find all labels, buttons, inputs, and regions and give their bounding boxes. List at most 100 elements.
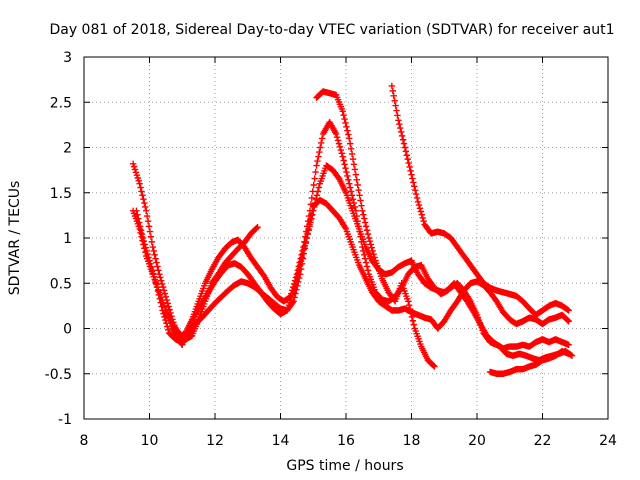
data-point (140, 238, 148, 245)
data-point (347, 145, 355, 152)
data-point (301, 238, 308, 246)
data-point (409, 317, 417, 324)
data-point (397, 124, 404, 132)
data-point (356, 228, 363, 235)
data-point (363, 263, 371, 270)
y-tick-label: -0.5 (45, 367, 72, 383)
data-point (394, 112, 401, 119)
data-point (364, 267, 372, 274)
data-point (303, 234, 310, 242)
data-point (301, 245, 309, 252)
data-point (147, 260, 154, 268)
data-point (346, 180, 353, 187)
data-point (339, 153, 346, 160)
data-point (335, 174, 342, 182)
data-point (353, 176, 360, 184)
data-point (135, 177, 142, 185)
data-point (361, 215, 368, 222)
data-point (148, 263, 155, 271)
data-point (362, 223, 370, 230)
data-point (290, 298, 297, 305)
data-point (299, 255, 307, 262)
data-point (359, 243, 366, 251)
data-point (140, 196, 147, 203)
data-point (139, 192, 146, 199)
y-tick-label: 2.5 (50, 95, 72, 111)
data-point (138, 230, 146, 238)
data-point (293, 286, 300, 293)
data-point (149, 243, 156, 251)
data-point (419, 214, 426, 222)
data-point (399, 136, 407, 143)
data-point (318, 135, 326, 142)
data-point (160, 287, 168, 294)
data-point (310, 181, 317, 189)
data-point (356, 192, 363, 199)
data-point (345, 131, 352, 138)
x-tick-label: 24 (599, 433, 617, 449)
data-point (364, 230, 372, 238)
data-point (254, 223, 261, 231)
data-point (365, 234, 373, 242)
data-point (142, 203, 149, 211)
data-point (156, 295, 163, 302)
data-point (300, 250, 308, 257)
data-point (164, 323, 171, 330)
data-point (143, 207, 150, 215)
data-point (403, 152, 411, 159)
data-point (406, 163, 413, 171)
data-point (366, 238, 374, 245)
data-point (165, 326, 172, 333)
data-point (290, 280, 298, 288)
data-point (565, 341, 572, 348)
data-point (345, 176, 352, 184)
data-point (155, 267, 162, 274)
y-tick-label: 1 (63, 231, 72, 247)
y-tick-label: 0 (63, 322, 72, 338)
data-point (291, 277, 299, 284)
data-point (146, 228, 154, 235)
data-point (156, 271, 163, 278)
data-point (401, 144, 409, 151)
data-point (291, 294, 298, 301)
data-point (333, 133, 341, 141)
data-point (430, 362, 437, 369)
data-point (153, 283, 161, 291)
data-point (150, 273, 158, 280)
data-point (339, 108, 346, 115)
data-point (342, 119, 349, 127)
data-point (289, 299, 296, 306)
data-point (306, 221, 313, 228)
data-point (348, 150, 356, 158)
data-point (292, 290, 299, 297)
y-axis-tick-labels: -1 -0.5 0 0.5 1 1.5 2 2.5 3 (45, 50, 72, 428)
data-point (147, 233, 155, 240)
data-point (338, 150, 345, 157)
series-arc-7 (486, 347, 572, 377)
data-point (295, 278, 302, 286)
data-point (565, 307, 572, 314)
data-point (142, 244, 149, 251)
data-point (158, 280, 166, 288)
data-point (143, 212, 151, 220)
data-point (289, 283, 297, 291)
x-tick-label: 8 (80, 433, 89, 449)
data-point (352, 207, 360, 215)
data-point (392, 102, 399, 109)
data-point (390, 92, 397, 99)
data-point (415, 201, 423, 209)
data-point (414, 198, 422, 205)
data-point (133, 171, 141, 179)
data-point (350, 161, 358, 168)
data-point (154, 287, 162, 295)
data-point (358, 238, 365, 246)
data-point (158, 303, 165, 310)
data-point (296, 271, 304, 278)
data-point (159, 283, 167, 291)
data-point (340, 157, 347, 164)
series-arc-5 (313, 88, 438, 370)
data-point (400, 140, 408, 147)
data-point (360, 211, 367, 218)
data-point (568, 352, 576, 359)
y-tick-label: 1.5 (50, 186, 72, 202)
